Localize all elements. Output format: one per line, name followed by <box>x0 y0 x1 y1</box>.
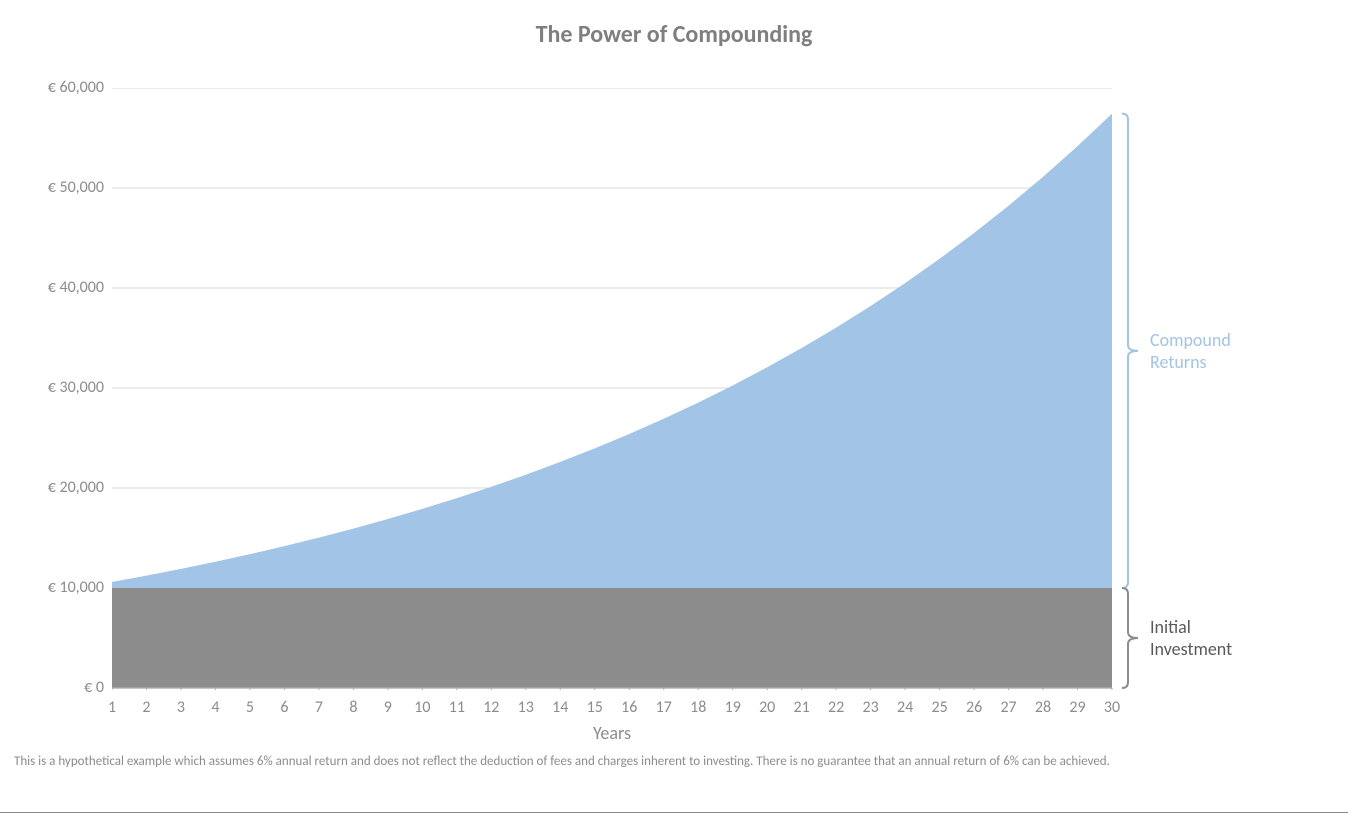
x-tick-label: 1 <box>96 698 128 717</box>
x-tick-label: 2 <box>130 698 162 717</box>
x-tick-label: 22 <box>820 698 852 717</box>
x-tick-label: 4 <box>199 698 231 717</box>
x-tick-label: 5 <box>234 698 266 717</box>
x-tick-label: 29 <box>1062 698 1094 717</box>
y-tick-label: € 10,000 <box>14 578 104 597</box>
y-tick-label: € 20,000 <box>14 478 104 497</box>
x-tick-label: 14 <box>544 698 576 717</box>
y-tick-label: € 60,000 <box>14 78 104 97</box>
x-tick-label: 6 <box>268 698 300 717</box>
initial-investment-label: InitialInvestment <box>1150 616 1232 660</box>
y-tick-label: € 40,000 <box>14 278 104 297</box>
x-tick-label: 18 <box>682 698 714 717</box>
chart-container: The Power of Compounding Years This is a… <box>0 0 1348 813</box>
y-tick-label: € 0 <box>14 678 104 697</box>
x-tick-label: 13 <box>510 698 542 717</box>
x-tick-label: 3 <box>165 698 197 717</box>
x-tick-label: 26 <box>958 698 990 717</box>
x-tick-label: 15 <box>579 698 611 717</box>
compound-returns-label: CompoundReturns <box>1150 329 1231 373</box>
x-tick-label: 27 <box>993 698 1025 717</box>
x-tick-label: 10 <box>406 698 438 717</box>
x-tick-label: 7 <box>303 698 335 717</box>
x-tick-label: 25 <box>924 698 956 717</box>
x-tick-label: 28 <box>1027 698 1059 717</box>
x-tick-label: 16 <box>613 698 645 717</box>
y-tick-label: € 30,000 <box>14 378 104 397</box>
x-tick-label: 12 <box>475 698 507 717</box>
x-tick-label: 23 <box>855 698 887 717</box>
x-tick-label: 24 <box>889 698 921 717</box>
chart-title: The Power of Compounding <box>0 20 1348 49</box>
x-tick-label: 9 <box>372 698 404 717</box>
chart-footnote: This is a hypothetical example which ass… <box>14 754 1334 770</box>
chart-plot <box>112 88 1142 690</box>
x-tick-label: 21 <box>786 698 818 717</box>
x-tick-label: 19 <box>717 698 749 717</box>
x-tick-label: 8 <box>337 698 369 717</box>
x-tick-label: 20 <box>751 698 783 717</box>
x-axis-label: Years <box>112 722 1112 744</box>
y-tick-label: € 50,000 <box>14 178 104 197</box>
x-tick-label: 11 <box>441 698 473 717</box>
x-tick-label: 30 <box>1096 698 1128 717</box>
x-tick-label: 17 <box>648 698 680 717</box>
